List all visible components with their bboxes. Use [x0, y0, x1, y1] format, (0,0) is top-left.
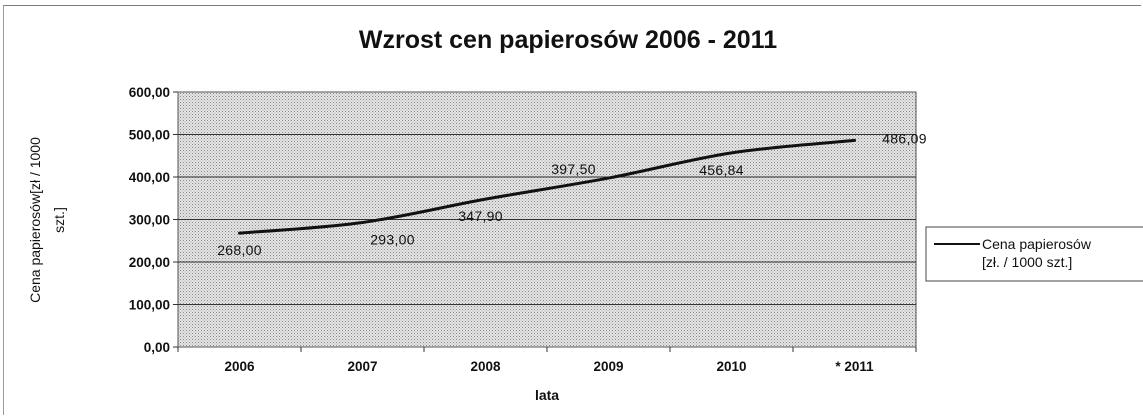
data-label: 347,90 [458, 208, 503, 224]
data-label: 268,00 [217, 242, 262, 258]
legend: Cena papierosów [zł. / 1000 szt.] [925, 226, 1143, 282]
x-tick-label: 2010 [716, 359, 746, 374]
data-label: 486,09 [882, 130, 927, 146]
legend-box [925, 226, 1143, 282]
y-tick-label: 200,00 [129, 255, 170, 270]
y-axis-ticks: 0,00 100,00 200,00 300,00 400,00 500,00 600,00 [129, 85, 178, 355]
chart-frame [3, 5, 1141, 415]
x-tick-label: 2007 [347, 359, 377, 374]
x-tick-label: 2009 [593, 359, 623, 374]
data-label: 293,00 [370, 231, 415, 247]
x-tick-label: 2006 [224, 359, 255, 374]
y-tick-label: 300,00 [129, 213, 170, 228]
x-tick-label: 2008 [470, 359, 501, 374]
y-tick-label: 0,00 [144, 340, 170, 355]
y-axis-title-line-1: Cena papierosów[zł / 1000 [27, 137, 43, 303]
series-line-group [238, 138, 856, 235]
y-tick-label: 400,00 [129, 170, 170, 185]
y-tick-label: 500,00 [129, 128, 170, 143]
legend-entry-line-1: Cena papierosów [982, 236, 1092, 252]
x-axis-title: lata [535, 387, 559, 403]
series-line [238, 138, 856, 235]
y-tick-label: 600,00 [129, 85, 170, 100]
data-label: 397,50 [551, 161, 596, 177]
x-tick-label: * 2011 [835, 359, 874, 374]
chart-title: Wzrost cen papierosów 2006 - 2011 [359, 26, 777, 54]
data-labels: 268,00 293,00 347,90 397,50 456,84 486,09 [217, 130, 927, 258]
y-tick-label: 100,00 [129, 298, 170, 313]
legend-entry-line-2: [zł. / 1000 szt.] [982, 254, 1072, 270]
x-axis-ticks: 2006 2007 2008 2009 2010 * 2011 [177, 347, 917, 374]
y-axis-title-line-2: szt.] [51, 207, 67, 233]
data-label: 456,84 [699, 162, 744, 178]
y-axis-title: Cena papierosów[zł / 1000 szt.] [27, 137, 67, 303]
gridlines [178, 134, 916, 305]
